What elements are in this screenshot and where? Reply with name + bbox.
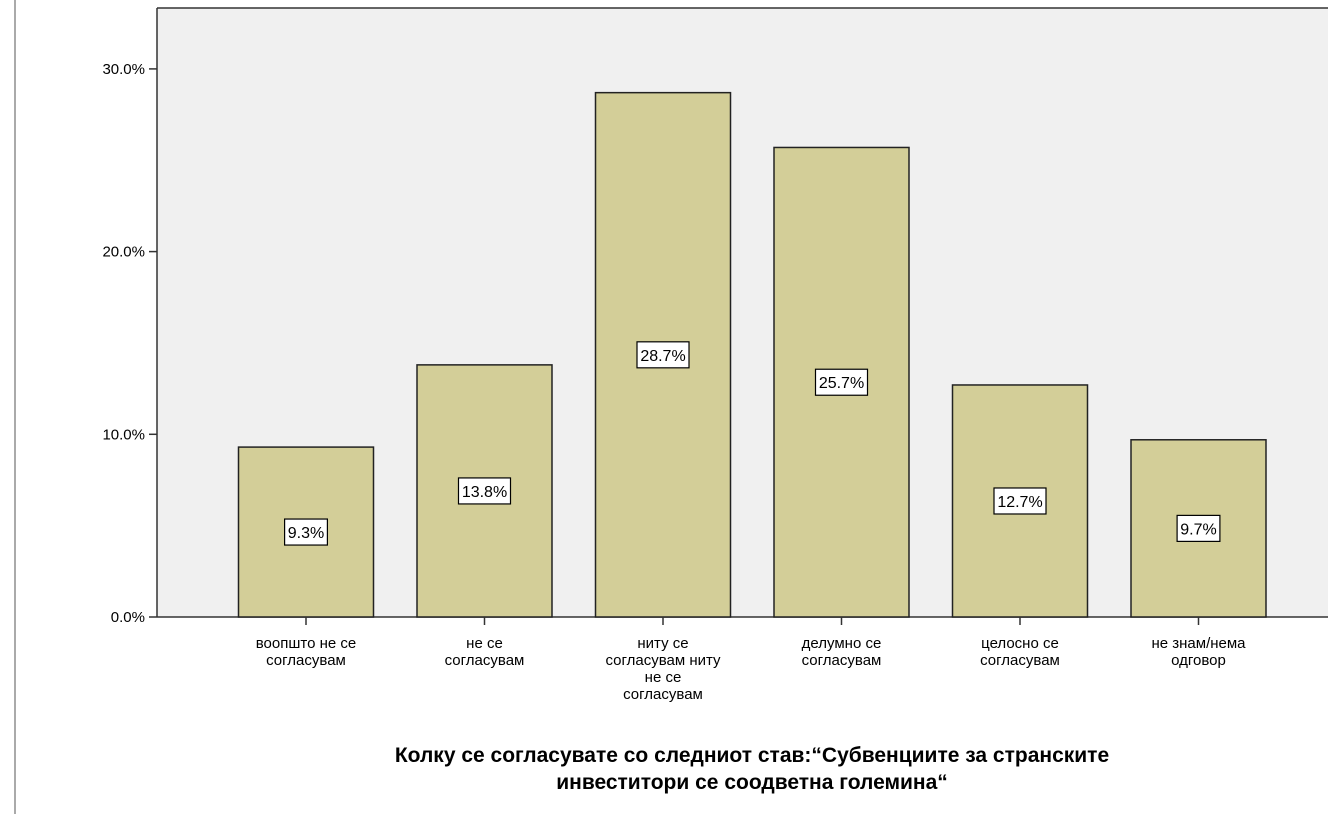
bars: 9.3% 13.8% 28.7% 25.7% 12.7% 9.7% bbox=[237, 91, 1267, 618]
x-category-label: не се bbox=[466, 635, 503, 652]
x-category-label: не знам/нема bbox=[1151, 635, 1246, 652]
x-category-label: согласувам ниту bbox=[605, 652, 721, 669]
x-category-label: целосно се bbox=[981, 635, 1059, 652]
x-category-label: делумно се bbox=[802, 635, 882, 652]
data-label: 13.8% bbox=[462, 484, 507, 501]
y-tick-label: 0.0% bbox=[111, 609, 145, 626]
y-ticks: 0.0% 10.0% 20.0% 30.0% bbox=[102, 61, 157, 626]
data-label-box bbox=[636, 341, 690, 369]
y-tick-label: 10.0% bbox=[102, 426, 145, 443]
x-category-label: не се bbox=[645, 669, 682, 686]
y-tick-label: 20.0% bbox=[102, 244, 145, 261]
y-tick-label: 30.0% bbox=[102, 61, 145, 78]
x-category-label: согласувам bbox=[266, 652, 346, 669]
x-category-label: ниту се bbox=[637, 635, 688, 652]
data-label: 9.3% bbox=[288, 525, 324, 542]
data-label-box bbox=[457, 477, 512, 505]
x-category-label: воопшто не се bbox=[256, 635, 357, 652]
x-axis-title-line: Колку се согласувате со следниот став:“С… bbox=[395, 744, 1109, 767]
x-axis-title-line: инвеститори се соодветна големина“ bbox=[556, 771, 948, 794]
data-label-box bbox=[284, 518, 329, 546]
data-label-box bbox=[993, 487, 1047, 515]
x-category-label: согласувам bbox=[445, 652, 525, 669]
x-category-label: одговор bbox=[1171, 652, 1226, 669]
x-category-label: согласувам bbox=[623, 686, 703, 703]
data-label: 28.7% bbox=[640, 348, 685, 365]
data-label-box bbox=[1176, 514, 1221, 542]
data-label: 12.7% bbox=[997, 494, 1042, 511]
x-axis-title: Колку се согласувате со следниот став:“С… bbox=[395, 744, 1109, 794]
x-category-label: согласувам bbox=[802, 652, 882, 669]
data-label-box bbox=[814, 368, 869, 396]
x-category-label: согласувам bbox=[980, 652, 1060, 669]
data-label: 25.7% bbox=[819, 375, 864, 392]
data-label: 9.7% bbox=[1180, 521, 1216, 538]
